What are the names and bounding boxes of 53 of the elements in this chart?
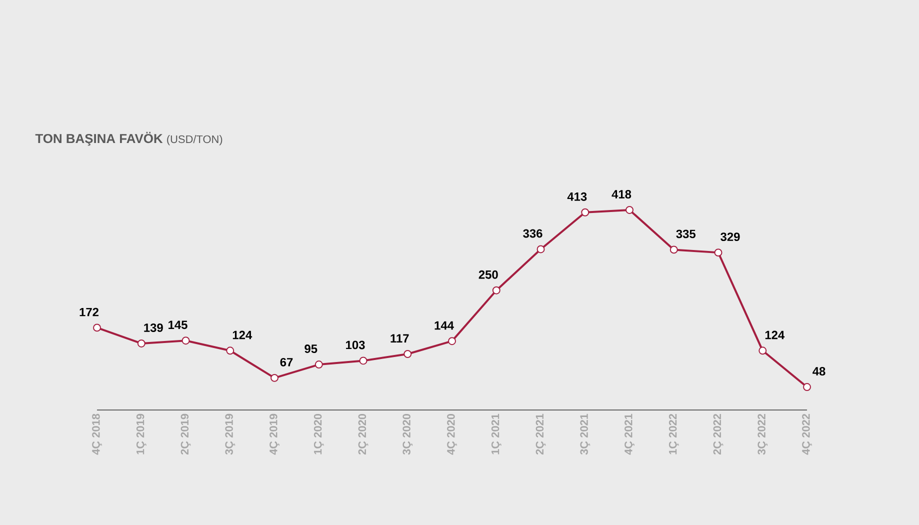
x-tick-label: 3Ç 2019: [225, 414, 236, 455]
x-tick-label: 2Ç 2020: [358, 414, 368, 455]
point: [626, 206, 634, 214]
data-label: 144: [434, 321, 454, 330]
x-tick-label: 4Ç 2018: [92, 414, 102, 455]
x-tick-label: 2Ç 2021: [536, 414, 546, 455]
data-label: 124: [232, 330, 252, 340]
point: [581, 208, 590, 216]
data-label: 103: [346, 340, 365, 350]
point: [803, 383, 811, 392]
data-label: 95: [304, 344, 318, 354]
x-tick-label: 1Ç 2019: [136, 414, 146, 454]
point: [670, 246, 678, 254]
data-label: 172: [80, 308, 98, 316]
data-label: 250: [478, 270, 498, 279]
x-tick-label: 3Ç 2022: [758, 414, 768, 455]
data-label: 124: [765, 330, 785, 340]
data-label: 67: [280, 358, 293, 366]
data-label: 139: [144, 323, 163, 332]
x-tick-label: 2Ç 2019: [180, 414, 191, 455]
point: [492, 286, 500, 294]
point: [404, 350, 412, 358]
point: [93, 324, 101, 332]
point: [536, 245, 545, 254]
data-label: 336: [523, 229, 542, 238]
point: [226, 346, 234, 355]
x-tick-label: 3Ç 2020: [402, 414, 413, 455]
x-tick-label: 3Ç 2021: [580, 414, 590, 455]
x-tick-label: 4Ç 2022: [802, 414, 812, 455]
x-tick-label: 1Ç 2020: [314, 414, 324, 454]
x-tick-label: 1Ç 2022: [668, 414, 679, 454]
point: [137, 339, 146, 348]
point: [758, 346, 767, 355]
data-label: 329: [720, 232, 740, 242]
x-tick-label: 4Ç 2021: [624, 414, 634, 455]
x-tick-label: 4Ç 2020: [447, 414, 457, 455]
point: [448, 337, 456, 346]
data-label: 145: [168, 320, 188, 330]
data-label: 335: [676, 230, 696, 238]
point: [714, 248, 722, 257]
x-tick-label: 1Ç 2021: [491, 414, 502, 454]
point: [270, 374, 278, 382]
point: [182, 336, 190, 345]
x-tick-label: 4Ç 2019: [270, 414, 280, 455]
data-label: 117: [390, 334, 409, 342]
data-label: 48: [812, 367, 826, 376]
point: [314, 360, 323, 369]
data-label: 418: [612, 190, 632, 198]
data-label: 413: [567, 192, 587, 201]
point: [359, 356, 368, 365]
x-tick-label: 2Ç 2022: [713, 414, 724, 455]
chart-title: TON BAŞINA FAVÖK: [35, 132, 163, 146]
chart-subtitle: (USD/TON): [167, 135, 222, 146]
